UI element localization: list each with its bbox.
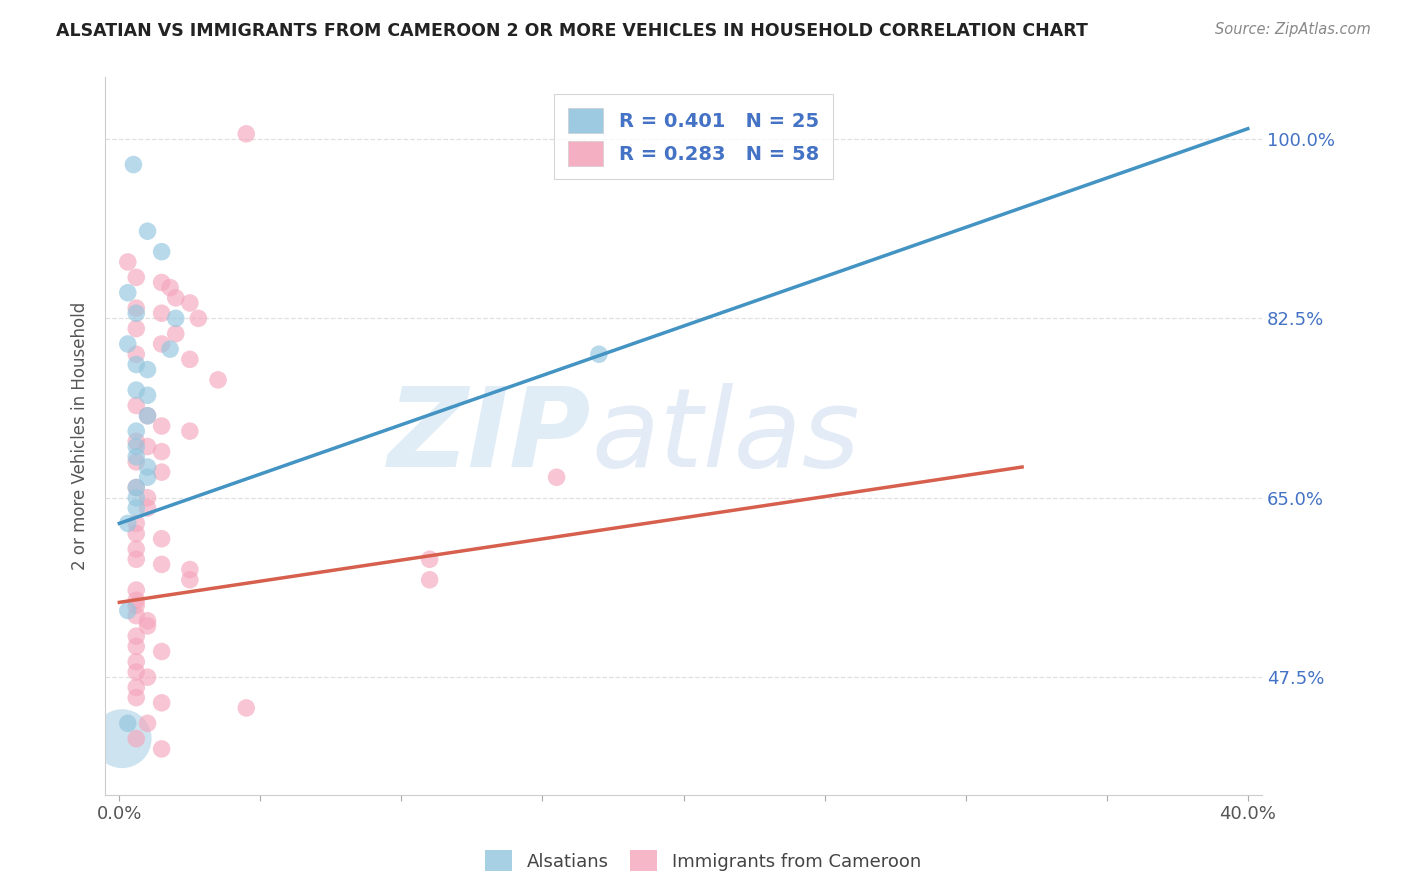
Point: [117, 337, 139, 351]
Point: [136, 224, 159, 238]
Point: [125, 608, 148, 623]
Point: [179, 573, 201, 587]
Point: [136, 716, 159, 731]
Point: [125, 481, 148, 495]
Point: [125, 655, 148, 669]
Text: Source: ZipAtlas.com: Source: ZipAtlas.com: [1215, 22, 1371, 37]
Point: [165, 326, 187, 341]
Point: [179, 424, 201, 438]
Point: [150, 465, 173, 479]
Point: [125, 383, 148, 397]
Point: [125, 552, 148, 566]
Point: [125, 501, 148, 516]
Point: [150, 742, 173, 756]
Point: [125, 681, 148, 695]
Point: [125, 270, 148, 285]
Text: ALSATIAN VS IMMIGRANTS FROM CAMEROON 2 OR MORE VEHICLES IN HOUSEHOLD CORRELATION: ALSATIAN VS IMMIGRANTS FROM CAMEROON 2 O…: [56, 22, 1088, 40]
Point: [125, 516, 148, 531]
Point: [179, 562, 201, 576]
Point: [546, 470, 568, 484]
Point: [122, 158, 145, 172]
Point: [125, 690, 148, 705]
Point: [125, 358, 148, 372]
Y-axis label: 2 or more Vehicles in Household: 2 or more Vehicles in Household: [72, 302, 89, 570]
Point: [125, 301, 148, 315]
Point: [117, 603, 139, 617]
Point: [117, 255, 139, 269]
Point: [150, 532, 173, 546]
Point: [235, 701, 257, 715]
Point: [125, 629, 148, 643]
Point: [179, 296, 201, 310]
Point: [125, 321, 148, 335]
Point: [419, 552, 441, 566]
Point: [159, 342, 181, 356]
Point: [125, 306, 148, 320]
Point: [125, 424, 148, 438]
Point: [150, 244, 173, 259]
Point: [136, 409, 159, 423]
Point: [136, 409, 159, 423]
Point: [419, 573, 441, 587]
Point: [125, 491, 148, 505]
Point: [136, 388, 159, 402]
Point: [125, 440, 148, 454]
Point: [588, 347, 610, 361]
Text: atlas: atlas: [591, 383, 859, 490]
Point: [136, 460, 159, 475]
Point: [150, 337, 173, 351]
Point: [125, 665, 148, 679]
Point: [136, 491, 159, 505]
Point: [207, 373, 229, 387]
Point: [136, 362, 159, 376]
Point: [136, 619, 159, 633]
Point: [150, 276, 173, 290]
Point: [150, 444, 173, 458]
Point: [165, 291, 187, 305]
Point: [125, 582, 148, 597]
Point: [117, 716, 139, 731]
Point: [125, 399, 148, 413]
Point: [136, 501, 159, 516]
Point: [165, 311, 187, 326]
Point: [187, 311, 209, 326]
Legend: R = 0.401   N = 25, R = 0.283   N = 58: R = 0.401 N = 25, R = 0.283 N = 58: [554, 95, 832, 179]
Text: ZIP: ZIP: [388, 383, 591, 490]
Point: [117, 285, 139, 300]
Point: [111, 731, 134, 746]
Point: [125, 455, 148, 469]
Point: [150, 306, 173, 320]
Point: [150, 419, 173, 434]
Point: [179, 352, 201, 367]
Point: [125, 599, 148, 613]
Point: [125, 450, 148, 464]
Point: [125, 593, 148, 607]
Point: [235, 127, 257, 141]
Point: [125, 347, 148, 361]
Legend: Alsatians, Immigrants from Cameroon: Alsatians, Immigrants from Cameroon: [478, 843, 928, 879]
Point: [125, 731, 148, 746]
Point: [136, 614, 159, 628]
Point: [136, 440, 159, 454]
Point: [125, 526, 148, 541]
Point: [150, 644, 173, 658]
Point: [125, 481, 148, 495]
Point: [159, 280, 181, 294]
Point: [117, 516, 139, 531]
Point: [150, 696, 173, 710]
Point: [125, 541, 148, 556]
Point: [125, 640, 148, 654]
Point: [125, 434, 148, 449]
Point: [136, 670, 159, 684]
Point: [136, 470, 159, 484]
Point: [150, 558, 173, 572]
